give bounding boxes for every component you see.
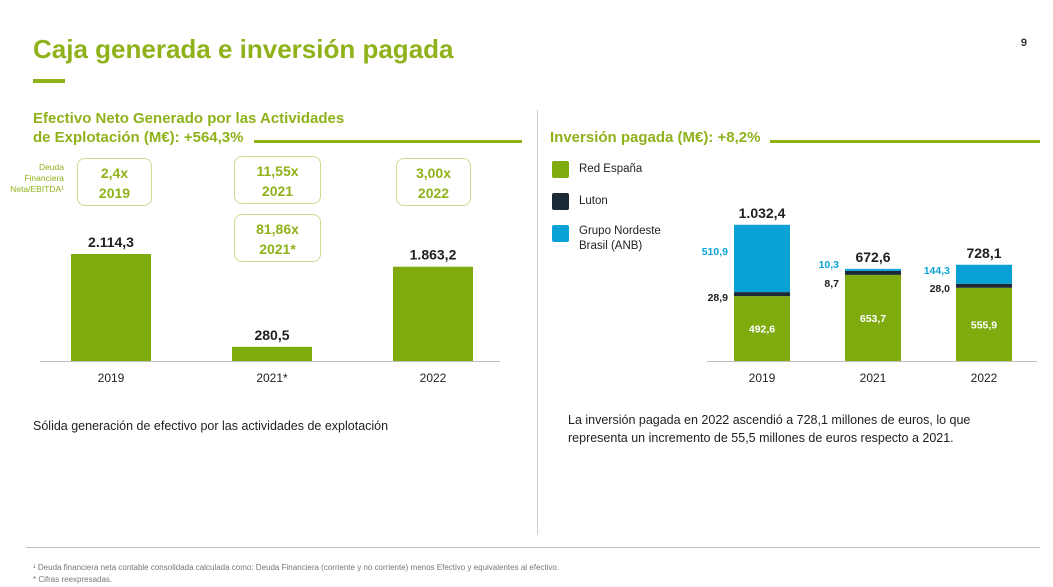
bar-segment-red-espa-a-2021 xyxy=(845,274,901,361)
bar-value-label: 1.863,2 xyxy=(410,247,457,263)
x-tick-label: 2022 xyxy=(420,371,447,385)
legend-swatch-luton xyxy=(552,193,569,210)
bar-value-label: 2.114,3 xyxy=(88,234,134,250)
left-title-line2: de Explotación (M€): +564,3% xyxy=(33,129,244,146)
footer-rule xyxy=(26,547,1040,548)
segment-value-label: 555,9 xyxy=(971,319,997,331)
segment-value-label: 653,7 xyxy=(860,313,886,325)
x-tick-label: 2022 xyxy=(971,371,998,385)
right-description-line2: representa un incremento de 55,5 millone… xyxy=(568,431,954,445)
segment-value-label: 10,3 xyxy=(819,259,840,271)
left-title-rule xyxy=(254,140,522,143)
bar-segment-grupo-nordeste-brasil-anb--2019 xyxy=(734,224,790,293)
segment-value-label: 8,7 xyxy=(824,278,839,290)
bar-segment-grupo-nordeste-brasil-anb--2022 xyxy=(956,264,1012,284)
x-tick-label: 2021 xyxy=(860,371,887,385)
ratio-year: 2022 xyxy=(417,185,450,201)
segment-value-label: 144,3 xyxy=(924,265,950,277)
footnote-2: * Cifras reexpresadas. xyxy=(33,575,113,584)
bar-2019 xyxy=(71,254,151,361)
ratio-year: 2021 xyxy=(261,183,294,199)
left-description: Sólida generación de efectivo por las ac… xyxy=(33,419,389,433)
segment-value-label: 28,9 xyxy=(708,292,729,304)
ratio-year: 2021* xyxy=(259,241,296,257)
bar-segment-red-espa-a-2019 xyxy=(734,296,790,361)
right-section-title: Inversión pagada (M€): +8,2% xyxy=(550,129,761,146)
ratio-label: Deuda Financiera Neta/EBITDA¹ xyxy=(10,162,64,194)
legend-label-luton: Luton xyxy=(579,195,608,207)
bar-segment-luton-2022 xyxy=(956,283,1012,288)
segment-value-label: 492,6 xyxy=(749,324,775,336)
legend-swatch-anb xyxy=(552,225,569,242)
cash-flow-chart: 2.114,3 2019 280,5 2021* 1.863,2 2022 xyxy=(40,234,500,385)
x-tick-label: 2019 xyxy=(749,371,776,385)
ratio-year: 2019 xyxy=(98,185,131,201)
bar-total-label: 1.032,4 xyxy=(739,205,786,221)
right-description-line1: La inversión pagada en 2022 ascendió a 7… xyxy=(568,413,971,427)
legend-swatch-red-espana xyxy=(552,161,569,178)
page-number: 9 xyxy=(1020,37,1027,49)
ratio-box-2021: 11,55x 2021 xyxy=(234,156,321,204)
bar-2022 xyxy=(393,266,473,361)
segment-value-label: 510,9 xyxy=(702,246,728,258)
bar-segment-luton-2019 xyxy=(734,292,790,297)
slide-title: Caja generada e inversión pagada xyxy=(33,34,454,64)
legend-label-anb: Grupo Nordeste Brasil (ANB) xyxy=(579,225,661,252)
left-section-title: Efectivo Neto Generado por las Actividad… xyxy=(33,109,344,147)
segment-value-label: 28,0 xyxy=(930,283,951,295)
ratio-box-2022: 3,00x 2022 xyxy=(396,158,471,206)
investment-chart: 492,6 28,9 510,9 1.032,4 2019 653,7 8,7 10,3 672… xyxy=(702,205,1037,385)
bar-segment-grupo-nordeste-brasil-anb--2021 xyxy=(845,268,901,271)
x-tick-label: 2021* xyxy=(256,371,288,385)
bar-value-label: 280,5 xyxy=(254,327,289,343)
footnote-1: ¹ Deuda financiera neta contable consoli… xyxy=(33,563,560,572)
left-title-line1: Efectivo Neto Generado por las Actividad… xyxy=(33,110,345,127)
ratio-box-2019: 2,4x 2019 xyxy=(77,158,152,206)
ratio-value: 81,86x xyxy=(256,221,299,237)
ratio-box-2021-restated: 81,86x 2021* xyxy=(234,214,321,262)
ratio-value: 3,00x xyxy=(415,165,452,181)
ratio-value: 2,4x xyxy=(100,165,129,181)
legend-label-red-espana: Red España xyxy=(579,163,643,175)
bar-total-label: 728,1 xyxy=(966,245,1001,261)
ratio-value: 11,55x xyxy=(256,163,299,179)
title-underline xyxy=(33,79,65,83)
x-tick-label: 2019 xyxy=(98,371,125,385)
section-divider xyxy=(537,110,538,535)
right-description: La inversión pagada en 2022 ascendió a 7… xyxy=(568,411,970,447)
bar-segment-red-espa-a-2022 xyxy=(956,287,1012,361)
bar-total-label: 672,6 xyxy=(855,249,890,265)
right-title-rule xyxy=(770,140,1040,143)
bar-segment-luton-2021 xyxy=(845,270,901,275)
bar-2021* xyxy=(232,346,312,361)
